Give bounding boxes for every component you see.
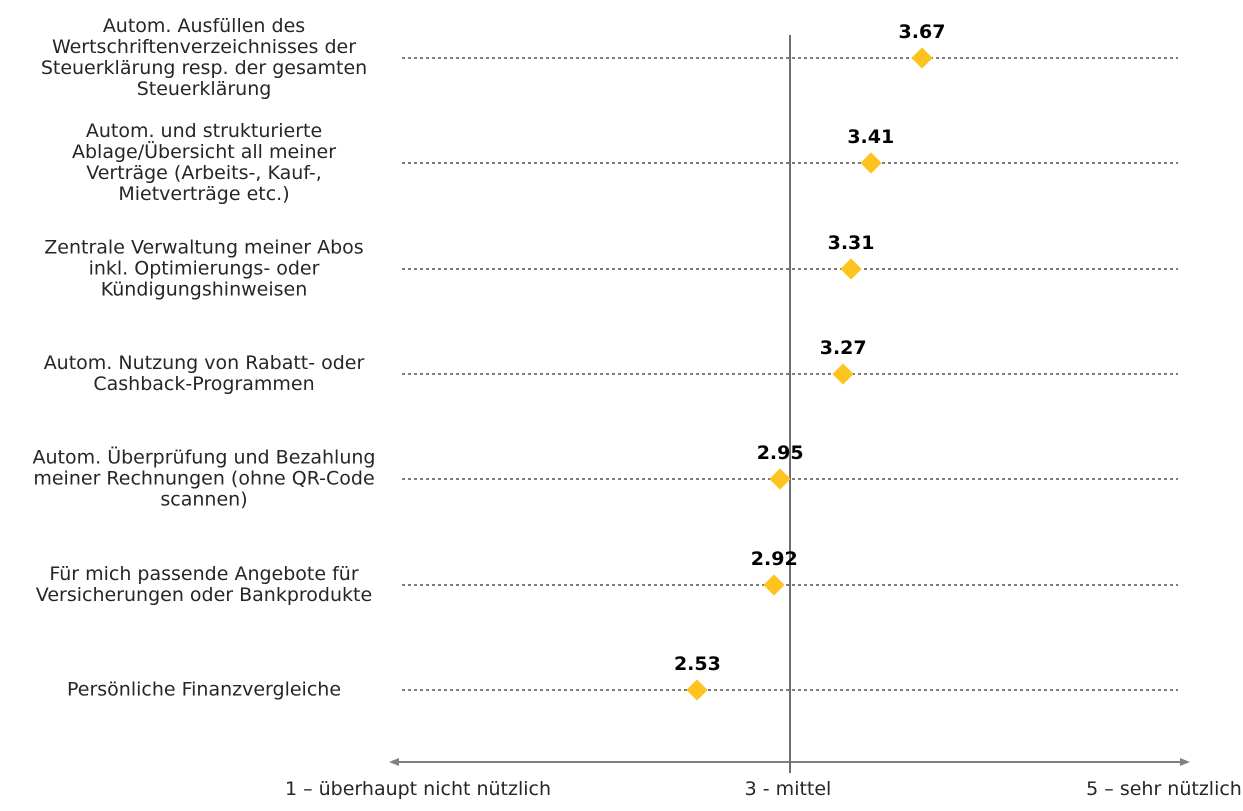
category-label: Autom. Überprüfung und Bezahlung meiner …	[32, 446, 376, 511]
value-label: 2.92	[750, 547, 798, 570]
category-label: Autom. und strukturierte Ablage/Übersich…	[71, 120, 336, 206]
midpoint-reference-line	[789, 35, 791, 773]
category-label: Autom. Nutzung von Rabatt- oder Cashback…	[43, 351, 365, 395]
value-label: 3.27	[819, 336, 867, 359]
diamond-marker	[911, 47, 933, 69]
diamond-marker	[860, 152, 882, 174]
category-label: Persönliche Finanzvergleiche	[66, 678, 342, 701]
category-label: Autom. Ausfüllen des Wertschriftenverzei…	[40, 15, 368, 100]
value-label: 2.53	[673, 652, 721, 675]
axis-arrow-right-icon	[1180, 758, 1190, 766]
value-label: 3.41	[847, 126, 895, 149]
value-label: 2.95	[756, 442, 804, 465]
value-label: 3.31	[827, 231, 875, 254]
diamond-marker	[769, 468, 791, 490]
x-axis-tick-label: 1 – überhaupt nicht nützlich	[284, 778, 552, 800]
category-label: Zentrale Verwaltung meiner Abos inkl. Op…	[44, 236, 364, 301]
x-axis-tick-label: 5 – sehr nützlich	[1086, 778, 1242, 800]
diamond-marker	[686, 679, 709, 701]
diamond-marker	[840, 258, 862, 280]
diamond-marker	[832, 363, 854, 385]
x-axis-tick-label: 3 - mittel	[744, 778, 832, 800]
category-label: Für mich passende Angebote für Versicher…	[35, 562, 373, 606]
diamond-marker	[763, 574, 785, 596]
value-label: 3.67	[898, 21, 946, 43]
axis-arrow-left-icon	[389, 758, 399, 766]
